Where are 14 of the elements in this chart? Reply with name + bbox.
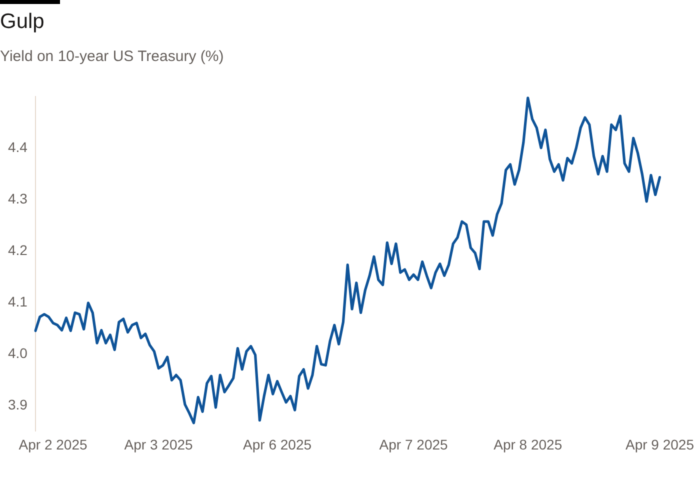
chart-title: Gulp — [0, 10, 44, 34]
y-tick-label: 4.3 — [8, 190, 28, 206]
x-tick-label: Apr 2 2025 — [18, 436, 88, 452]
y-tick-label: 3.9 — [8, 396, 28, 412]
x-tick-label: Apr 7 2025 — [379, 436, 448, 452]
chart-subtitle: Yield on 10-year US Treasury (%) — [0, 48, 224, 65]
x-tick-label: Apr 9 2025 — [626, 436, 694, 452]
x-tick-label: Apr 6 2025 — [243, 436, 312, 452]
y-tick-label: 4.0 — [8, 344, 28, 361]
y-tick-label: 4.2 — [8, 242, 28, 258]
x-tick-label: Apr 3 2025 — [124, 436, 194, 452]
y-tick-label: 4.1 — [8, 293, 28, 310]
y-tick-label: 4.4 — [8, 138, 28, 155]
x-tick-label: Apr 8 2025 — [494, 436, 562, 452]
